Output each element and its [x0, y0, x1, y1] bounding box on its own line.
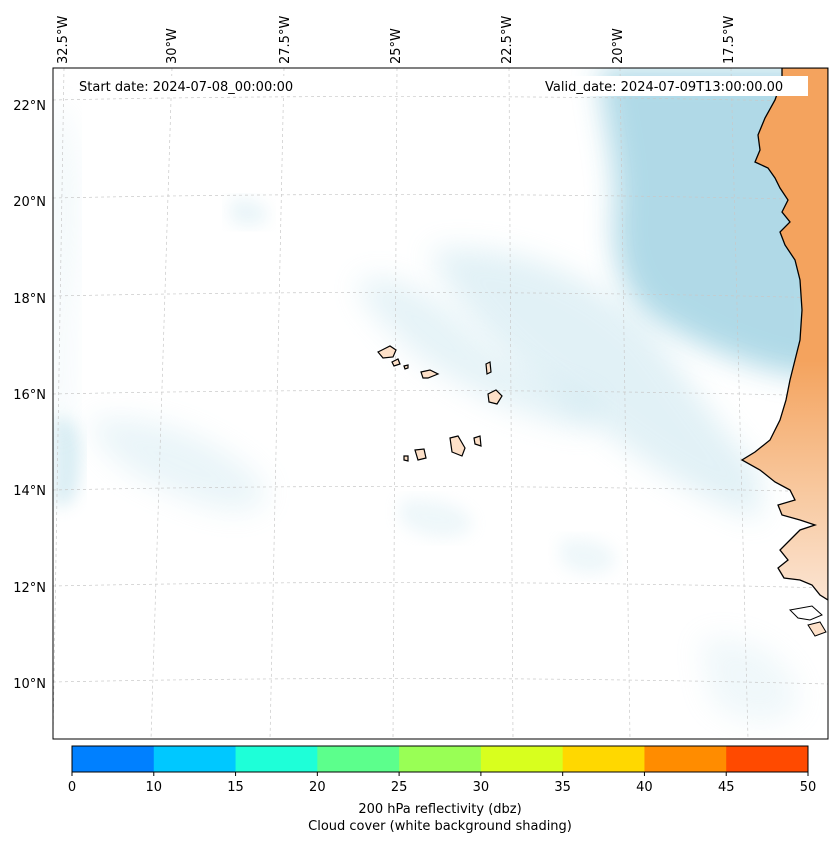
lon-label-27-5w: 27.5°W — [278, 16, 293, 64]
cape-verde-islands — [377, 345, 503, 462]
map-gridlines — [53, 68, 828, 739]
lat-label-12n: 12°N — [13, 581, 46, 596]
valid-date-text: Valid_date: 2024-07-09T13:00:00.00 — [545, 80, 783, 95]
africa-landmass — [740, 68, 828, 601]
colorbar-segment — [562, 746, 645, 772]
colorbar-segment — [480, 746, 564, 772]
coastal-inlet — [788, 605, 823, 621]
map-area[interactable]: Start date: 2024-07-08_00:00:00 Valid_da… — [53, 68, 828, 739]
start-date-box — [73, 76, 313, 96]
map-border — [52, 67, 829, 740]
cloud-cover-shading — [53, 68, 828, 723]
lon-label-20w: 20°W — [611, 28, 626, 64]
start-date-text: Start date: 2024-07-08_00:00:00 — [79, 80, 293, 95]
lat-label-18n: 18°N — [13, 292, 46, 307]
lon-label-32-5w: 32.5°W — [56, 16, 71, 64]
lat-label-10n: 10°N — [13, 677, 46, 692]
colorbar-border — [71, 745, 809, 773]
colorbar-label-cloud-cover: Cloud cover (white background shading) — [308, 819, 572, 834]
colorbar-segment — [235, 746, 318, 772]
colorbar-segment — [399, 746, 482, 772]
lon-label-25w: 25°W — [389, 28, 404, 64]
lon-label-17-5w: 17.5°W — [722, 16, 737, 64]
colorbar-tick-label: 25 — [391, 780, 408, 795]
colorbar-segment — [72, 746, 155, 772]
colorbar-tick-labels: 0 10 15 20 25 30 35 40 45 50 — [68, 772, 816, 795]
colorbar-tick-label: 10 — [146, 780, 163, 795]
lon-label-30w: 30°W — [165, 28, 180, 64]
lat-label-16n: 16°N — [13, 388, 46, 403]
colorbar-tick-label: 35 — [554, 780, 571, 795]
lon-label-22-5w: 22.5°W — [500, 16, 515, 64]
colorbar-tick-label: 0 — [68, 780, 76, 795]
colorbar-segment — [153, 746, 237, 772]
colorbar-tick-label: 20 — [309, 780, 326, 795]
coastal-island — [807, 621, 827, 637]
latitude-labels: 22°N 20°N 18°N 16°N 14°N 12°N 10°N — [13, 99, 46, 692]
colorbar-segment — [644, 746, 727, 772]
lat-label-14n: 14°N — [13, 484, 46, 499]
valid-date-box — [540, 76, 808, 96]
colorbar-tick-label: 50 — [800, 780, 817, 795]
colorbar-tick-label: 40 — [636, 780, 653, 795]
colorbar-tick-label: 30 — [473, 780, 490, 795]
longitude-labels: 32.5°W 30°W 27.5°W 25°W 22.5°W 20°W 17.5… — [56, 16, 737, 64]
lat-label-20n: 20°N — [13, 195, 46, 210]
colorbar-tick-label: 15 — [227, 780, 244, 795]
colorbar-label-reflectivity: 200 hPa reflectivity (dbz) — [358, 802, 521, 817]
reflectivity-colorbar — [71, 745, 809, 773]
colorbar-segment — [726, 746, 809, 772]
lat-label-22n: 22°N — [13, 99, 46, 114]
colorbar-segment — [317, 746, 400, 772]
colorbar-tick-label: 45 — [718, 780, 735, 795]
